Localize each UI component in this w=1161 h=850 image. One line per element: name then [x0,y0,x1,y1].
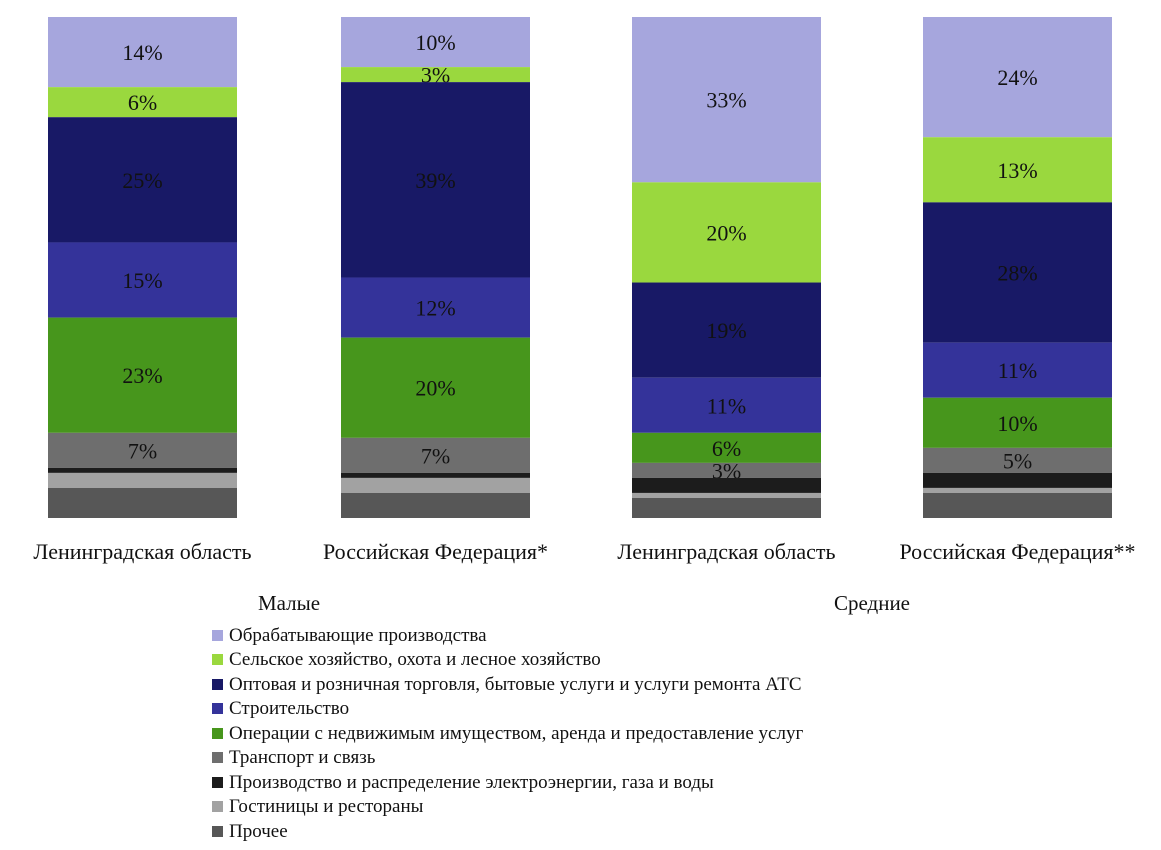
bar-segment [341,17,530,68]
legend-item: Гостиницы и рестораны [212,795,803,820]
group-label: Малые [258,591,320,615]
bar-segment [341,67,530,83]
bar-segment [48,317,237,433]
data-label: 20% [706,220,746,245]
category-label: Ленинградская область [33,539,251,564]
bar-segment [923,342,1112,398]
category-label: Ленинградская область [617,539,835,564]
legend-item: Оптовая и розничная торговля, бытовые ус… [212,672,803,697]
bar-segment [48,17,237,88]
bar-segment [341,277,530,338]
data-label: 11% [998,358,1038,383]
legend-swatch-icon [212,752,223,764]
legend-label: Оптовая и розничная торговля, бытовые ус… [229,673,802,695]
bar-segment [632,17,821,183]
bar-segment [341,437,530,473]
legend-swatch-icon [212,654,223,666]
legend-item: Строительство [212,697,803,722]
category-label: Российская Федерация** [899,539,1135,564]
legend-swatch-icon [212,678,223,690]
bar-segment [48,467,237,473]
data-label: 39% [415,168,455,193]
legend-swatch-icon [212,776,223,788]
bar-segment [632,477,821,493]
legend-item: Сельское хозяйство, охота и лесное хозяй… [212,648,803,673]
data-label: 6% [128,90,157,115]
bar-segment [632,182,821,283]
legend-label: Строительство [229,698,350,720]
bar-segment [632,282,821,378]
bar-segment [341,472,530,478]
group-label: Средние [834,591,910,615]
bar-segment [48,472,237,488]
legend-label: Гостиницы и рестораны [229,796,424,818]
legend-label: Транспорт и связь [229,747,376,769]
legend-label: Сельское хозяйство, охота и лесное хозяй… [229,649,601,671]
data-label: 19% [706,318,746,343]
legend-label: Обрабатывающие производства [229,624,487,646]
category-label: Российская Федерация* [323,539,548,564]
bar-segment [923,492,1112,518]
bar-segment [923,202,1112,343]
legend-item: Обрабатывающие производства [212,623,803,648]
data-label: 24% [997,65,1037,90]
legend-item: Прочее [212,819,803,844]
bar-segment [632,497,821,518]
legend-label: Операции с недвижимым имуществом, аренда… [229,722,804,744]
bar-segment [341,492,530,518]
bar-segment [923,472,1112,488]
bar-segment [48,117,237,243]
data-label: 7% [421,443,450,468]
bar-segment [923,137,1112,203]
bar-segment [632,377,821,433]
data-label: 12% [415,296,455,321]
legend-swatch-icon [212,801,223,813]
bar-segment [632,432,821,463]
data-label: 33% [706,88,746,113]
bar-segment [48,487,237,518]
bar-segment [632,462,821,478]
legend-swatch-icon [212,825,223,837]
bar-segment [48,432,237,468]
legend-item: Производство и распределение электроэнер… [212,770,803,795]
data-label: 6% [712,436,741,461]
legend-swatch-icon [212,629,223,641]
legend-swatch-icon [212,703,223,715]
bar-segment [923,487,1112,493]
bar-segment [341,337,530,438]
bar-segment [48,242,237,318]
data-label: 14% [122,40,162,65]
data-label: 23% [122,363,162,388]
data-label: 13% [997,158,1037,183]
data-label: 28% [997,261,1037,286]
data-label: 10% [415,30,455,55]
legend-label: Прочее [229,820,288,842]
bar-segment [48,87,237,118]
bar-segment [923,447,1112,473]
data-label: 15% [122,268,162,293]
data-label: 11% [707,393,747,418]
legend-swatch-icon [212,727,223,739]
bar-segment [923,397,1112,448]
bar-segment [632,492,821,498]
bar-segment [341,82,530,278]
bar-segment [341,477,530,493]
data-label: 25% [122,168,162,193]
bar-segment [923,17,1112,138]
chart-legend: Обрабатывающие производства Сельское хозя… [212,623,803,844]
legend-item: Транспорт и связь [212,746,803,771]
data-label: 20% [415,376,455,401]
data-label: 10% [997,411,1037,436]
legend-label: Производство и распределение электроэнер… [229,771,714,793]
data-label: 7% [128,438,157,463]
legend-item: Операции с недвижимым имуществом, аренда… [212,721,803,746]
data-label: 5% [1003,448,1032,473]
